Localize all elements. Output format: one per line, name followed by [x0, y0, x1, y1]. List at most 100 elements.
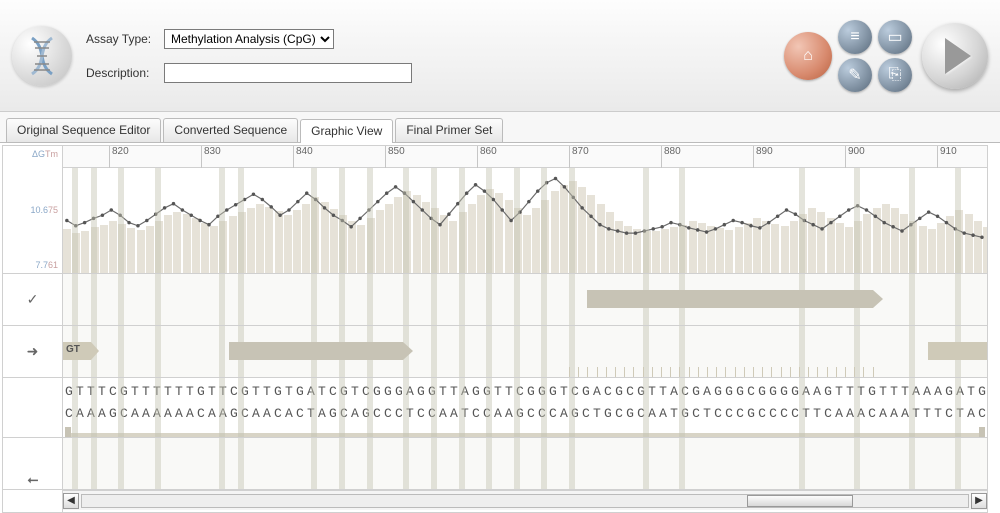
scroll-left-button[interactable]: ◀	[63, 493, 79, 509]
cpg-marker	[431, 438, 437, 489]
cpg-marker	[155, 378, 161, 437]
cpg-marker	[72, 168, 78, 273]
tiny-tick	[569, 367, 570, 377]
tiny-tick	[606, 367, 607, 377]
note-icon: ✎	[848, 65, 861, 85]
forward-primer-track	[63, 274, 987, 326]
cpg-marker	[431, 168, 437, 273]
cpg-marker	[541, 438, 547, 489]
cpg-marker	[311, 168, 317, 273]
cpg-marker	[459, 326, 465, 377]
tiny-tick	[698, 367, 699, 377]
cpg-marker	[541, 378, 547, 437]
tail-tag[interactable]	[928, 342, 987, 360]
tiny-tick	[781, 367, 782, 377]
tiny-tick	[790, 367, 791, 377]
ruler-tick: 890	[753, 146, 773, 168]
home-button[interactable]: ⌂	[784, 32, 832, 80]
tiny-tick	[707, 367, 708, 377]
cpg-marker	[679, 378, 685, 437]
assay-type-select[interactable]: Methylation Analysis (CpG)	[164, 29, 334, 49]
note2-button[interactable]: ⎘	[878, 58, 912, 92]
list-button[interactable]: ≡	[838, 20, 872, 54]
cpg-marker	[679, 168, 685, 273]
note1-button[interactable]: ✎	[838, 58, 872, 92]
graphic-viewer: ΔGTm 10.675 7.761 ✓ ➜ ➞ 8208308408508608…	[2, 145, 988, 513]
dg-label: ΔG	[32, 149, 45, 159]
tiny-tick	[624, 367, 625, 377]
cpg-marker	[238, 274, 244, 325]
cpg-marker	[118, 378, 124, 437]
tab-original-sequence-editor[interactable]: Original Sequence Editor	[6, 118, 161, 142]
form-area: Assay Type: Methylation Analysis (CpG) D…	[86, 29, 412, 83]
cpg-marker	[854, 378, 860, 437]
cpg-marker	[367, 168, 373, 273]
cpg-marker	[311, 438, 317, 489]
cpg-marker	[367, 378, 373, 437]
gt-tag[interactable]: GT	[63, 342, 91, 360]
cpg-marker	[541, 168, 547, 273]
cpg-marker	[909, 326, 915, 377]
toolbar-buttons: ⌂ ≡ ✎ ▭ ⎘	[784, 20, 988, 92]
cpg-marker	[955, 274, 961, 325]
cpg-marker	[219, 168, 225, 273]
tab-converted-sequence[interactable]: Converted Sequence	[163, 118, 298, 142]
cpg-marker	[155, 326, 161, 377]
tiny-tick	[771, 367, 772, 377]
ruler-tick: 880	[661, 146, 681, 168]
cpg-marker	[118, 438, 124, 489]
home-icon: ⌂	[803, 47, 813, 65]
page-button[interactable]: ▭	[878, 20, 912, 54]
cpg-marker	[909, 378, 915, 437]
tiny-tick	[652, 367, 653, 377]
description-input[interactable]	[164, 63, 412, 83]
tab-graphic-view[interactable]: Graphic View	[300, 119, 393, 143]
cpg-marker	[541, 274, 547, 325]
description-label: Description:	[86, 66, 156, 80]
tiny-tick	[753, 367, 754, 377]
cpg-marker	[91, 438, 97, 489]
scroll-track[interactable]	[81, 494, 969, 508]
cpg-marker	[541, 326, 547, 377]
cpg-marker	[72, 274, 78, 325]
ruler-tick: 900	[845, 146, 865, 168]
cpg-marker	[118, 274, 124, 325]
cpg-marker	[486, 378, 492, 437]
tiny-tick	[633, 367, 634, 377]
forward-primer-arrow[interactable]	[587, 290, 872, 308]
cpg-marker	[799, 438, 805, 489]
cpg-marker	[367, 274, 373, 325]
cpg-marker	[367, 438, 373, 489]
h-scrollbar: ◀ ▶	[63, 490, 987, 510]
tiny-tick	[735, 367, 736, 377]
cpg-marker	[219, 274, 225, 325]
primer-arrow[interactable]	[229, 342, 404, 360]
scroll-right-button[interactable]: ▶	[971, 493, 987, 509]
cpg-marker	[91, 274, 97, 325]
cpg-marker	[486, 438, 492, 489]
cpg-marker	[72, 378, 78, 437]
tab-final-primer-set[interactable]: Final Primer Set	[395, 118, 503, 142]
y-right-lo: 61	[48, 260, 58, 270]
run-button[interactable]	[922, 23, 988, 89]
cpg-marker	[431, 378, 437, 437]
cpg-marker	[514, 168, 520, 273]
assay-type-label: Assay Type:	[86, 32, 156, 46]
cpg-marker	[909, 168, 915, 273]
cpg-marker	[569, 274, 575, 325]
cpg-marker	[486, 274, 492, 325]
tiny-tick	[670, 367, 671, 377]
header-bar: Assay Type: Methylation Analysis (CpG) D…	[0, 0, 1000, 112]
tm-label: Tm	[45, 149, 58, 159]
play-icon	[945, 38, 971, 74]
cpg-marker	[569, 168, 575, 273]
cpg-marker	[238, 378, 244, 437]
yaxis-panel: ΔGTm 10.675 7.761	[3, 146, 62, 274]
scroll-thumb[interactable]	[747, 495, 853, 507]
tiny-tick	[587, 367, 588, 377]
tiny-tick	[873, 367, 874, 377]
description-row: Description:	[86, 63, 412, 83]
tiny-tick	[661, 367, 662, 377]
tiny-tick	[817, 367, 818, 377]
tiny-tick	[689, 367, 690, 377]
